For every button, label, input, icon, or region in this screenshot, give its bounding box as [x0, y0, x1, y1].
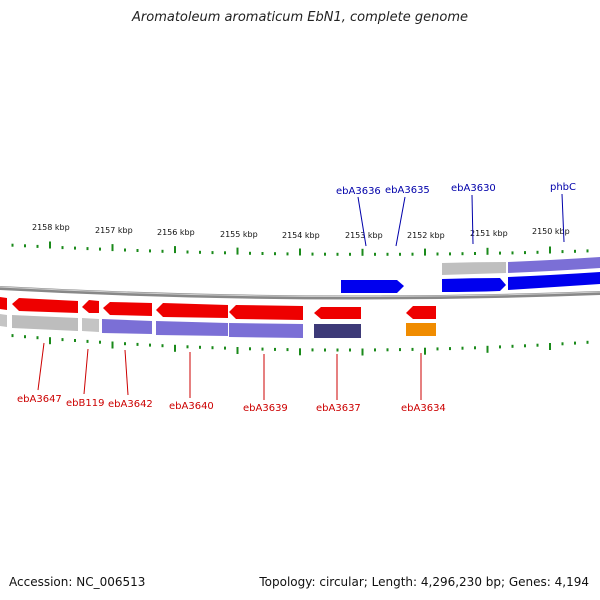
map-title: Aromatoleum aromaticum EbN1, complete ge…	[132, 10, 468, 25]
grey-block	[442, 262, 506, 275]
topology-text: Topology: circular; Length: 4,296,230 bp…	[259, 575, 589, 589]
gene-label-ebA3634[interactable]: ebA3634	[401, 403, 446, 414]
gene-arrow-phbC[interactable]	[508, 272, 600, 290]
reverse-gene-labels: ebA3647 ebB119 ebA3642 ebA3640 ebA3639 e…	[17, 394, 446, 414]
reverse-similarity-track	[0, 314, 436, 338]
gene-arrow-ebA3642[interactable]	[103, 302, 152, 316]
gene-label-ebA3640[interactable]: ebA3640	[169, 401, 214, 412]
tick-label: 2152 kbp	[407, 231, 445, 240]
forward-gene-labels: ebA3636 ebA3635 ebA3630 phbC	[336, 182, 576, 197]
gene-label-ebA3639[interactable]: ebA3639	[243, 403, 288, 414]
forward-genes	[341, 272, 600, 293]
gene-arrow-ebA3630[interactable]	[442, 278, 506, 292]
grey-block	[12, 315, 78, 331]
forward-gene-leaders	[357, 193, 565, 247]
dark-purple-block	[314, 324, 361, 338]
gene-label-ebA3637[interactable]: ebA3637	[316, 403, 361, 414]
tick-label: 2151 kbp	[470, 229, 508, 238]
orange-block	[406, 323, 436, 336]
purple-block	[156, 321, 228, 336]
grey-block	[82, 318, 99, 332]
tick-marks-inner	[11, 334, 589, 356]
gene-arrow-ebA3639[interactable]	[229, 305, 303, 320]
gene-arrow-ebB119[interactable]	[82, 300, 99, 313]
tick-marks-outer	[11, 241, 589, 256]
gene-label-ebA3636[interactable]: ebA3636	[336, 186, 381, 197]
purple-block	[229, 323, 303, 338]
genome-backbone-highlight	[0, 286, 600, 297]
gene-label-ebA3642[interactable]: ebA3642	[108, 399, 153, 410]
tick-label: 2154 kbp	[282, 231, 320, 240]
tick-label: 2155 kbp	[220, 230, 258, 239]
gene-label-ebA3635[interactable]: ebA3635	[385, 185, 430, 196]
tick-label: 2150 kbp	[532, 227, 570, 236]
tick-labels: 2158 kbp 2157 kbp 2156 kbp 2155 kbp 2154…	[32, 223, 570, 240]
gene-arrow-ebA3634[interactable]	[406, 306, 436, 319]
gene-arrow-ebA3640[interactable]	[156, 303, 228, 318]
gene-arrow-partial[interactable]	[0, 297, 7, 310]
gene-arrow-ebA3636[interactable]	[341, 280, 404, 293]
gene-label-ebA3630[interactable]: ebA3630	[451, 183, 496, 194]
genome-backbone	[0, 286, 600, 300]
gene-arrow-ebA3647[interactable]	[12, 298, 78, 313]
gene-label-ebA3647[interactable]: ebA3647	[17, 394, 62, 405]
tick-label: 2156 kbp	[157, 228, 195, 237]
gene-arrow-ebA3637[interactable]	[314, 307, 361, 319]
purple-block	[102, 319, 152, 334]
gene-label-ebB119[interactable]: ebB119	[66, 398, 104, 409]
forward-similarity-track	[442, 257, 600, 275]
reverse-genes	[0, 297, 436, 320]
grey-block	[0, 314, 7, 327]
purple-block	[508, 257, 600, 273]
tick-label: 2157 kbp	[95, 226, 133, 235]
tick-label: 2158 kbp	[32, 223, 70, 232]
reverse-gene-leaders	[37, 342, 422, 400]
gene-label-phbC[interactable]: phbC	[550, 182, 576, 193]
accession-text: Accession: NC_006513	[9, 575, 146, 589]
